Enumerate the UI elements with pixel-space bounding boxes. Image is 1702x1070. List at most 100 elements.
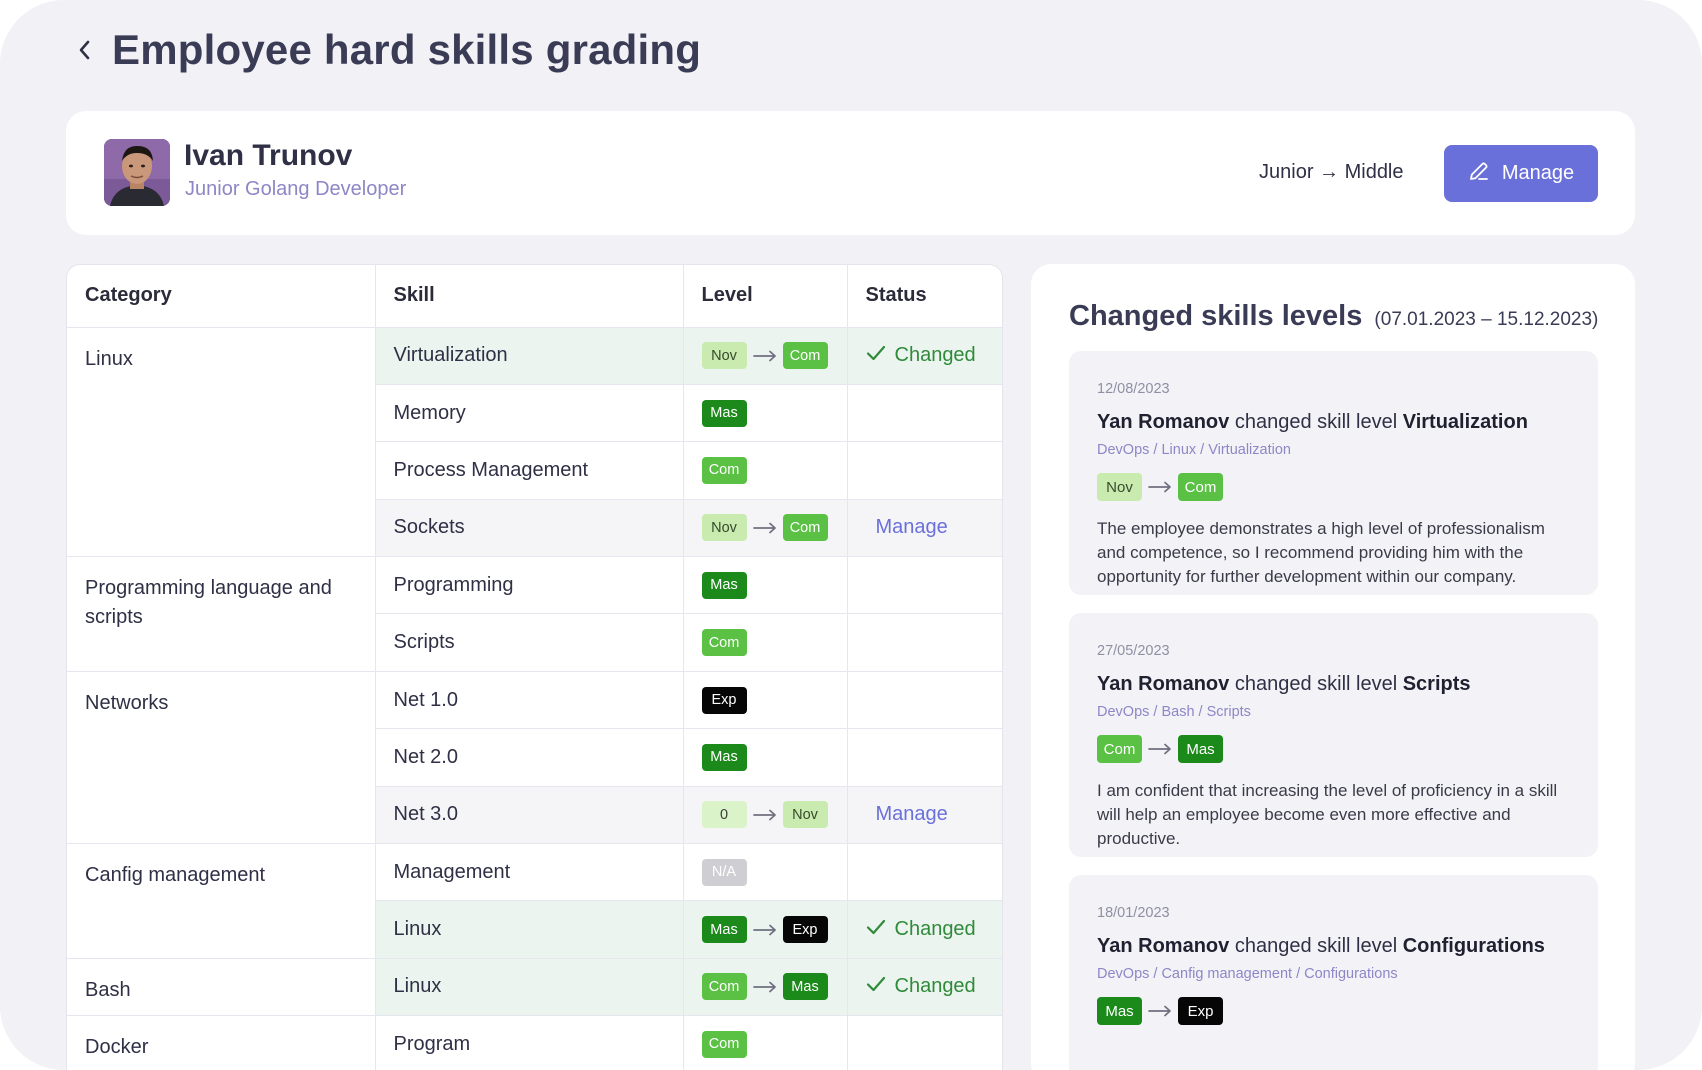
category-cell: Docker (67, 1015, 376, 1070)
check-icon (866, 975, 886, 998)
table-row: Docker Program Com (67, 1015, 1002, 1070)
manage-button[interactable]: Manage (1444, 145, 1598, 202)
table-row: Memory Mas (67, 384, 1002, 443)
category-cell: Bash (67, 958, 376, 1017)
level-cell: Nov Com (683, 327, 848, 385)
employee-name: Ivan Trunov (184, 139, 353, 172)
avatar (104, 139, 170, 206)
skill-cell: Sockets (375, 499, 684, 558)
history-date: 18/01/2023 (1097, 905, 1170, 921)
level-badge-to: Exp (1178, 997, 1223, 1025)
level-cell: Com Mas (683, 958, 848, 1017)
employee-card: Ivan Trunov Junior Golang Developer Juni… (66, 111, 1635, 235)
skill-cell: Net 1.0 (375, 671, 684, 730)
skill-cell: Linux (375, 958, 684, 1017)
level-cell: Mas Exp (683, 900, 848, 959)
history-skill-path: DevOps / Linux / Virtualization (1097, 442, 1291, 458)
history-action: changed skill level (1234, 673, 1398, 695)
history-author: Yan Romanov (1097, 673, 1230, 695)
manage-link[interactable]: Manage (875, 516, 948, 539)
category-cell: Canfig management (67, 843, 376, 959)
level-badge-from: N/A (701, 858, 747, 886)
header-level: Level (683, 265, 848, 328)
table-row: Net 2.0 Mas (67, 728, 1002, 787)
history-author: Yan Romanov (1097, 935, 1230, 957)
table-row: Programming language and scripts Programm… (67, 556, 1002, 672)
manage-button-label: Manage (1501, 162, 1575, 184)
table-row: Canfig management Management N/A (67, 843, 1002, 959)
skill-cell: Net 3.0 (375, 786, 684, 845)
check-icon (866, 918, 886, 941)
history-date: 12/08/2023 (1097, 381, 1170, 397)
table-row: Networks Net 1.0 Exp (67, 671, 1002, 845)
level-indicator: Com (701, 456, 747, 484)
level-indicator: Com (701, 1030, 747, 1058)
level-indicator: Com Mas (701, 973, 828, 1001)
skill-cell: Virtualization (375, 327, 684, 385)
level-cell: Mas (683, 556, 848, 615)
skill-cell: Net 2.0 (375, 728, 684, 787)
header-status: Status (847, 265, 1002, 328)
level-badge-from: Exp (701, 686, 747, 714)
history-headline: Yan Romanov changed skill level Configur… (1097, 935, 1545, 958)
check-icon (866, 344, 886, 367)
arrow-right-icon (747, 973, 783, 1000)
status-changed: Changed (866, 918, 976, 941)
level-badge-to: Mas (782, 973, 828, 1001)
level-cell: Mas (683, 384, 848, 443)
table-row: Bash Linux Com Mas Changed (67, 958, 1002, 1017)
status-changed: Changed (866, 975, 976, 998)
history-action: changed skill level (1234, 411, 1398, 433)
manage-link[interactable]: Manage (875, 803, 948, 826)
status-cell: Changed (847, 958, 1002, 1017)
status-cell: Manage (847, 786, 1002, 845)
arrow-right-icon (747, 916, 783, 943)
level-badge-from: 0 (701, 801, 747, 829)
page-title: Employee hard skills grading (112, 26, 702, 73)
status-cell: Changed (847, 327, 1002, 385)
level-indicator: Com (701, 629, 747, 657)
history-card: 12/08/2023 Yan Romanov changed skill lev… (1069, 351, 1598, 595)
chevron-left-icon[interactable] (70, 27, 100, 73)
level-badge-from: Com (1097, 735, 1142, 763)
level-cell: Com (683, 1015, 848, 1070)
level-badge-to: Com (782, 342, 828, 370)
history-title-text: Changed skills levels (1069, 300, 1363, 332)
history-card: 18/01/2023 Yan Romanov changed skill lev… (1069, 875, 1598, 1070)
table-row: Linux Mas Exp Changed (67, 900, 1002, 959)
status-cell (847, 1015, 1002, 1070)
table-row: Linux Virtualization Nov Com Changed (67, 327, 1002, 558)
arrow-right-icon (1142, 474, 1178, 501)
level-badge-to: Com (1178, 473, 1223, 501)
status-cell (847, 728, 1002, 787)
status-cell (847, 441, 1002, 500)
level-indicator: Mas (701, 743, 747, 771)
skill-cell: Management (375, 843, 684, 902)
history-skill: Configurations (1402, 935, 1545, 957)
skill-cell: Memory (375, 384, 684, 443)
history-date-range: (07.01.2023 – 15.12.2023) (1374, 309, 1599, 330)
header-skill: Skill (375, 265, 684, 328)
level-badge-from: Nov (701, 514, 747, 542)
level-indicator: N/A (701, 858, 747, 886)
status-cell: Manage (847, 499, 1002, 558)
arrow-right-icon (1142, 998, 1178, 1025)
status-cell (847, 384, 1002, 443)
level-badge-from: Mas (1097, 997, 1142, 1025)
status-cell (847, 556, 1002, 615)
status-cell: Changed (847, 900, 1002, 959)
table-row: Process Management Com (67, 441, 1002, 500)
history-skill: Virtualization (1402, 411, 1528, 433)
skill-cell: Programming (375, 556, 684, 615)
arrow-right-icon (747, 342, 783, 369)
history-card: 27/05/2023 Yan Romanov changed skill lev… (1069, 613, 1598, 857)
level-indicator: Exp (701, 686, 747, 714)
changed-skills-panel: Changed skills levels (07.01.2023 – 15.1… (1031, 264, 1635, 1070)
level-badge-to: Com (782, 514, 828, 542)
history-date: 27/05/2023 (1097, 643, 1170, 659)
table-row: Scripts Com (67, 613, 1002, 672)
level-badge-to: Mas (1178, 735, 1223, 763)
history-headline: Yan Romanov changed skill level Virtuali… (1097, 411, 1528, 434)
level-indicator: 0 Nov (701, 801, 828, 829)
